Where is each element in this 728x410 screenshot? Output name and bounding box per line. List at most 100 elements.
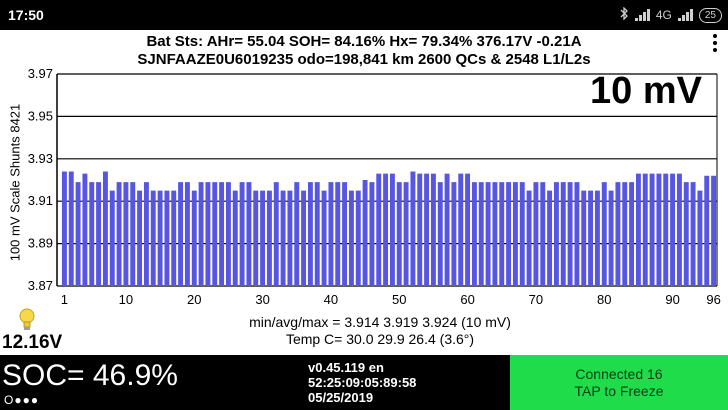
bar-cell-73 [553, 182, 559, 286]
x-tick-label: 20 [187, 292, 201, 307]
bar-cell-70 [533, 182, 539, 286]
battery-status-header: Bat Sts: AHr= 55.04 SOH= 84.16% Hx= 79.3… [0, 30, 728, 70]
x-tick-label: 50 [392, 292, 406, 307]
signal-icon [634, 9, 650, 21]
y-tick-label: 3.93 [28, 151, 53, 166]
x-tick-label: 1 [61, 292, 68, 307]
bar-cell-14 [150, 190, 156, 286]
x-tick-label: 60 [460, 292, 474, 307]
overflow-menu-icon[interactable] [708, 34, 722, 52]
bar-cell-19 [184, 182, 190, 286]
bar-cell-79 [594, 190, 600, 286]
bar-cell-89 [663, 173, 669, 286]
bar-cell-52 [410, 171, 416, 286]
bar-cell-53 [417, 173, 423, 286]
network-type: 4G [655, 8, 672, 22]
bar-cell-54 [424, 173, 430, 286]
soc-readout[interactable]: SOC= 46.9% [2, 359, 178, 392]
bar-cell-85 [635, 173, 641, 286]
bar-cell-58 [451, 182, 457, 286]
bar-cell-44 [355, 190, 361, 286]
scale-label[interactable]: 10 mV [590, 70, 702, 112]
bar-cell-1 [61, 171, 67, 286]
connect-freeze-button[interactable]: Connected 16 TAP to Freeze [510, 355, 728, 410]
bar-cell-29 [253, 190, 259, 286]
lightbulb-icon[interactable] [18, 308, 36, 337]
bar-cell-4 [82, 173, 88, 286]
bar-cell-65 [499, 182, 505, 286]
vehicle-info-line: SJNFAAZE0U6019235 odo=198,841 km 2600 QC… [137, 51, 591, 68]
bar-cell-64 [492, 182, 498, 286]
bar-cell-67 [512, 182, 518, 286]
y-tick-label: 3.95 [28, 108, 53, 123]
bar-cell-60 [465, 173, 471, 286]
bar-cell-82 [615, 182, 621, 286]
bar-cell-23 [212, 182, 218, 286]
bar-cell-61 [471, 182, 477, 286]
bar-cell-28 [246, 182, 252, 286]
x-tick-label: 10 [119, 292, 133, 307]
bar-cell-10 [123, 182, 129, 286]
bar-cell-30 [260, 190, 266, 286]
bar-cell-87 [649, 173, 655, 286]
bar-cell-25 [225, 182, 231, 286]
page-indicator-dots[interactable]: O●●● [4, 393, 40, 407]
bar-cell-47 [376, 173, 382, 286]
bar-cell-63 [485, 182, 491, 286]
bar-cell-18 [178, 182, 184, 286]
bar-cell-74 [560, 182, 566, 286]
signal-icon-2 [677, 9, 693, 21]
bar-cell-12 [137, 190, 143, 286]
bar-cell-66 [506, 182, 512, 286]
bar-cell-92 [683, 182, 689, 286]
bar-cell-78 [588, 190, 594, 286]
bar-cell-41 [335, 182, 341, 286]
battery-indicator: 25 [698, 7, 722, 23]
aux-battery-voltage: 12.16V [2, 332, 63, 353]
bar-cell-49 [389, 173, 395, 286]
bar-cell-22 [205, 182, 211, 286]
bar-cell-46 [369, 182, 375, 286]
cell-voltage-chart[interactable]: 3.87 3.89 3.91 3.93 3.95 3.97 1 10 20 30 40 50 60 70 8… [0, 64, 728, 316]
x-tick-label: 80 [597, 292, 611, 307]
bar-cell-15 [157, 190, 163, 286]
bar-cell-38 [314, 182, 320, 286]
bar-cell-11 [130, 182, 136, 286]
bar-cell-81 [608, 190, 614, 286]
bar-cell-59 [458, 173, 464, 286]
bar-cell-37 [307, 182, 313, 286]
bar-cell-45 [362, 180, 368, 286]
bottom-bar: SOC= 46.9% O●●● v0.45.119 en 52:25:09:05… [0, 355, 728, 410]
bar-cell-77 [581, 190, 587, 286]
bar-cell-62 [478, 182, 484, 286]
bluetooth-icon [620, 6, 629, 23]
bar-cell-95 [704, 175, 710, 286]
bar-cell-69 [526, 190, 532, 286]
bar-cell-35 [294, 182, 300, 286]
battery-status-line: Bat Sts: AHr= 55.04 SOH= 84.16% Hx= 79.3… [146, 33, 582, 50]
date: 05/25/2019 [308, 390, 374, 405]
bar-cell-48 [383, 173, 389, 286]
min-avg-max-stats: min/avg/max = 3.914 3.919 3.924 (10 mV) [249, 314, 511, 330]
bar-cell-93 [690, 182, 696, 286]
bar-cell-16 [164, 190, 170, 286]
bar-cell-91 [676, 173, 682, 286]
y-axis-label: 100 mV Scale Shunts 8421 [7, 103, 23, 262]
bar-cell-75 [567, 182, 573, 286]
bar-cell-40 [328, 182, 334, 286]
bar-cell-6 [96, 182, 102, 286]
bar-cell-84 [629, 182, 635, 286]
y-tick-label: 3.91 [28, 193, 53, 208]
status-icons: 4G 25 [620, 6, 722, 23]
freeze-hint: TAP to Freeze [574, 382, 664, 399]
bar-cell-36 [301, 190, 307, 286]
x-tick-label: 70 [529, 292, 543, 307]
bar-cell-17 [171, 190, 177, 286]
bar-cell-57 [444, 173, 450, 286]
bar-cell-96 [711, 175, 717, 286]
bar-cell-2 [68, 171, 74, 286]
bar-cell-24 [219, 182, 225, 286]
bar-cell-50 [396, 182, 402, 286]
bar-cell-3 [75, 182, 81, 286]
bar-cell-8 [109, 190, 115, 286]
